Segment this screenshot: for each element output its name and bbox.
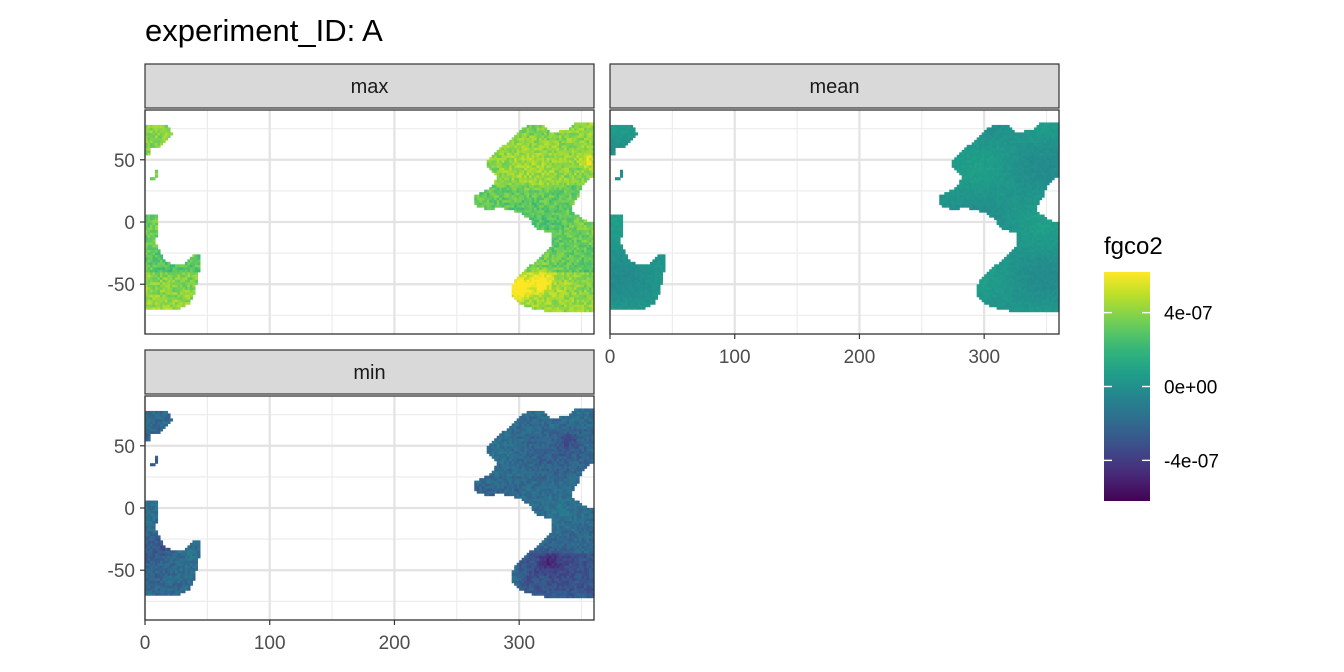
x-tick-label: 300 (968, 347, 1000, 368)
legend-tick-label: 4e-07 (1164, 304, 1213, 325)
facet-strip (144, 349, 595, 395)
facet-label: min (353, 362, 385, 384)
facet-panels: max -50 0 50 mean 0 100 200 300 min -50 0 50 0 100 200 3… (108, 63, 1060, 654)
x-tick-label: 300 (503, 633, 535, 654)
y-tick-label: 50 (114, 151, 135, 172)
x-tick-label: 200 (379, 633, 411, 654)
x-tick-label: 100 (254, 633, 286, 654)
y-axis: -50 0 50 (108, 437, 145, 582)
x-tick-label: 0 (605, 347, 616, 368)
facet-strip (609, 63, 1060, 109)
facet-label: max (351, 76, 389, 98)
legend-tick: 0e+00 (1104, 378, 1217, 399)
x-axis: 0 100 200 300 (140, 620, 535, 654)
panel-border (609, 109, 1060, 335)
x-axis: 0 100 200 300 (605, 334, 1000, 368)
raster-cells (145, 408, 595, 599)
facet-strip (144, 63, 595, 109)
legend-tick-label: -4e-07 (1164, 451, 1219, 472)
raster-cells (610, 122, 1060, 313)
y-tick-label: -50 (108, 561, 135, 582)
y-tick-label: 0 (124, 213, 135, 234)
x-tick-label: 200 (844, 347, 876, 368)
x-tick-label: 0 (140, 633, 151, 654)
legend-tick: -4e-07 (1104, 451, 1219, 472)
legend-tick-label: 0e+00 (1164, 378, 1217, 399)
legend-tick: 4e-07 (1104, 304, 1213, 325)
facet-panel-max: max -50 0 50 (108, 63, 595, 335)
facet-panel-mean: mean 0 100 200 300 (605, 63, 1060, 368)
color-legend: fgco2 4e-07 0e+00 -4e-07 (1104, 233, 1219, 501)
legend-ticks: 4e-07 0e+00 -4e-07 (1104, 304, 1219, 472)
y-tick-label: -50 (108, 275, 135, 296)
facet-label: mean (809, 76, 859, 98)
y-tick-label: 0 (124, 499, 135, 520)
y-tick-label: 50 (114, 437, 135, 458)
chart-title: experiment_ID: A (145, 13, 383, 48)
facet-panel-min: min -50 0 50 0 100 200 300 (108, 349, 595, 654)
legend-title: fgco2 (1104, 233, 1163, 260)
raster-cells (145, 122, 595, 313)
x-tick-label: 100 (719, 347, 751, 368)
y-axis: -50 0 50 (108, 151, 145, 296)
